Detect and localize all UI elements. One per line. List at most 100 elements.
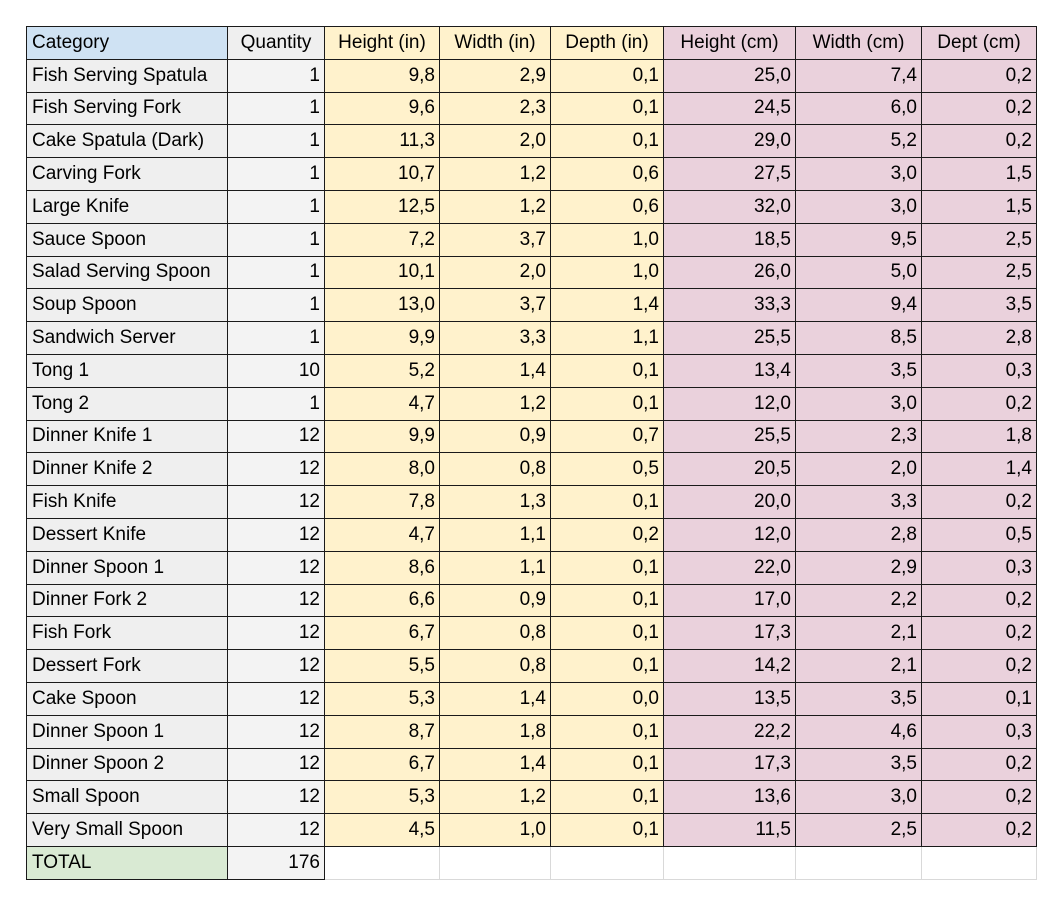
- cell-height-cm[interactable]: 22,0: [663, 550, 796, 585]
- cell-height-in[interactable]: 8,6: [324, 550, 440, 585]
- cell-depth-cm[interactable]: 0,2: [921, 616, 1037, 651]
- cell-depth-cm[interactable]: 0,3: [921, 550, 1037, 585]
- cell-height-cm[interactable]: 24,5: [663, 91, 796, 126]
- cell-height-in[interactable]: 12,5: [324, 189, 440, 224]
- column-header-category[interactable]: Category: [26, 26, 228, 60]
- cell-height-cm[interactable]: 25,5: [663, 321, 796, 355]
- cell-quantity[interactable]: 10: [227, 353, 325, 388]
- cell-width-cm[interactable]: 3,5: [795, 681, 922, 716]
- cell-depth-cm[interactable]: 1,5: [921, 157, 1037, 191]
- cell-width-in[interactable]: 1,2: [439, 386, 551, 421]
- cell-depth-in[interactable]: 0,1: [550, 485, 664, 519]
- cell-category[interactable]: Carving Fork: [26, 157, 228, 191]
- cell-height-in[interactable]: 13,0: [324, 288, 440, 323]
- cell-depth-cm[interactable]: 0,2: [921, 91, 1037, 126]
- cell-width-cm[interactable]: 4,6: [795, 714, 922, 749]
- cell-quantity[interactable]: 1: [227, 189, 325, 224]
- cell-depth-in[interactable]: 0,1: [550, 124, 664, 159]
- empty-cell[interactable]: [795, 845, 922, 880]
- cell-height-cm[interactable]: 13,5: [663, 681, 796, 716]
- cell-depth-in[interactable]: 0,2: [550, 517, 664, 552]
- cell-depth-cm[interactable]: 0,2: [921, 780, 1037, 815]
- cell-quantity[interactable]: 12: [227, 681, 325, 716]
- cell-depth-in[interactable]: 1,0: [550, 222, 664, 257]
- cell-depth-cm[interactable]: 0,3: [921, 714, 1037, 749]
- cell-height-in[interactable]: 10,7: [324, 157, 440, 191]
- cell-depth-in[interactable]: 0,1: [550, 780, 664, 815]
- cell-width-cm[interactable]: 2,2: [795, 583, 922, 618]
- cell-height-cm[interactable]: 14,2: [663, 649, 796, 683]
- cell-width-cm[interactable]: 8,5: [795, 321, 922, 355]
- cell-width-cm[interactable]: 2,5: [795, 813, 922, 847]
- cell-depth-in[interactable]: 0,1: [550, 58, 664, 93]
- cell-width-in[interactable]: 1,1: [439, 517, 551, 552]
- cell-height-cm[interactable]: 12,0: [663, 386, 796, 421]
- cell-width-cm[interactable]: 3,5: [795, 353, 922, 388]
- cell-width-cm[interactable]: 6,0: [795, 91, 922, 126]
- cell-quantity[interactable]: 12: [227, 813, 325, 847]
- column-header-depth-cm[interactable]: Dept (cm): [921, 26, 1037, 60]
- cell-height-cm[interactable]: 12,0: [663, 517, 796, 552]
- cell-depth-in[interactable]: 0,1: [550, 583, 664, 618]
- cell-height-in[interactable]: 4,5: [324, 813, 440, 847]
- cell-depth-in[interactable]: 0,1: [550, 714, 664, 749]
- cell-category[interactable]: Small Spoon: [26, 780, 228, 815]
- empty-cell[interactable]: [439, 845, 551, 880]
- cell-quantity[interactable]: 12: [227, 583, 325, 618]
- cell-height-in[interactable]: 6,7: [324, 616, 440, 651]
- cell-width-in[interactable]: 1,2: [439, 780, 551, 815]
- total-quantity[interactable]: 176: [227, 845, 325, 880]
- cell-width-cm[interactable]: 7,4: [795, 58, 922, 93]
- cell-category[interactable]: Salad Serving Spoon: [26, 255, 228, 290]
- cell-quantity[interactable]: 12: [227, 452, 325, 487]
- cell-width-cm[interactable]: 2,1: [795, 616, 922, 651]
- cell-height-in[interactable]: 7,2: [324, 222, 440, 257]
- cell-height-in[interactable]: 9,9: [324, 321, 440, 355]
- cell-depth-in[interactable]: 0,6: [550, 157, 664, 191]
- cell-height-in[interactable]: 5,3: [324, 681, 440, 716]
- cell-quantity[interactable]: 12: [227, 780, 325, 815]
- cell-height-in[interactable]: 11,3: [324, 124, 440, 159]
- cell-quantity[interactable]: 1: [227, 288, 325, 323]
- cell-width-in[interactable]: 0,9: [439, 419, 551, 454]
- cell-width-cm[interactable]: 5,0: [795, 255, 922, 290]
- cell-height-cm[interactable]: 20,5: [663, 452, 796, 487]
- cell-height-cm[interactable]: 17,3: [663, 747, 796, 782]
- cell-width-cm[interactable]: 3,0: [795, 780, 922, 815]
- cell-depth-in[interactable]: 0,1: [550, 813, 664, 847]
- cell-height-in[interactable]: 10,1: [324, 255, 440, 290]
- cell-height-cm[interactable]: 29,0: [663, 124, 796, 159]
- empty-cell[interactable]: [550, 845, 664, 880]
- cell-quantity[interactable]: 1: [227, 222, 325, 257]
- cell-width-in[interactable]: 1,4: [439, 681, 551, 716]
- cell-height-cm[interactable]: 20,0: [663, 485, 796, 519]
- cell-width-in[interactable]: 1,2: [439, 189, 551, 224]
- cell-height-cm[interactable]: 17,0: [663, 583, 796, 618]
- cell-height-in[interactable]: 4,7: [324, 517, 440, 552]
- total-label[interactable]: TOTAL: [26, 845, 228, 880]
- cell-width-in[interactable]: 2,9: [439, 58, 551, 93]
- cell-height-cm[interactable]: 26,0: [663, 255, 796, 290]
- cell-quantity[interactable]: 12: [227, 550, 325, 585]
- cell-width-cm[interactable]: 2,0: [795, 452, 922, 487]
- cell-width-cm[interactable]: 9,4: [795, 288, 922, 323]
- cell-width-cm[interactable]: 2,9: [795, 550, 922, 585]
- cell-quantity[interactable]: 12: [227, 714, 325, 749]
- cell-depth-cm[interactable]: 0,3: [921, 353, 1037, 388]
- cell-width-in[interactable]: 0,8: [439, 616, 551, 651]
- cell-quantity[interactable]: 12: [227, 747, 325, 782]
- cell-width-in[interactable]: 1,4: [439, 747, 551, 782]
- cell-quantity[interactable]: 1: [227, 255, 325, 290]
- cell-quantity[interactable]: 12: [227, 485, 325, 519]
- cell-height-cm[interactable]: 27,5: [663, 157, 796, 191]
- cell-width-in[interactable]: 1,2: [439, 157, 551, 191]
- cell-height-cm[interactable]: 22,2: [663, 714, 796, 749]
- column-header-width-in[interactable]: Width (in): [439, 26, 551, 60]
- cell-depth-cm[interactable]: 0,2: [921, 124, 1037, 159]
- cell-category[interactable]: Dinner Spoon 1: [26, 714, 228, 749]
- cell-width-cm[interactable]: 9,5: [795, 222, 922, 257]
- cell-category[interactable]: Dinner Fork 2: [26, 583, 228, 618]
- cell-quantity[interactable]: 12: [227, 517, 325, 552]
- cell-height-in[interactable]: 4,7: [324, 386, 440, 421]
- cell-depth-in[interactable]: 1,0: [550, 255, 664, 290]
